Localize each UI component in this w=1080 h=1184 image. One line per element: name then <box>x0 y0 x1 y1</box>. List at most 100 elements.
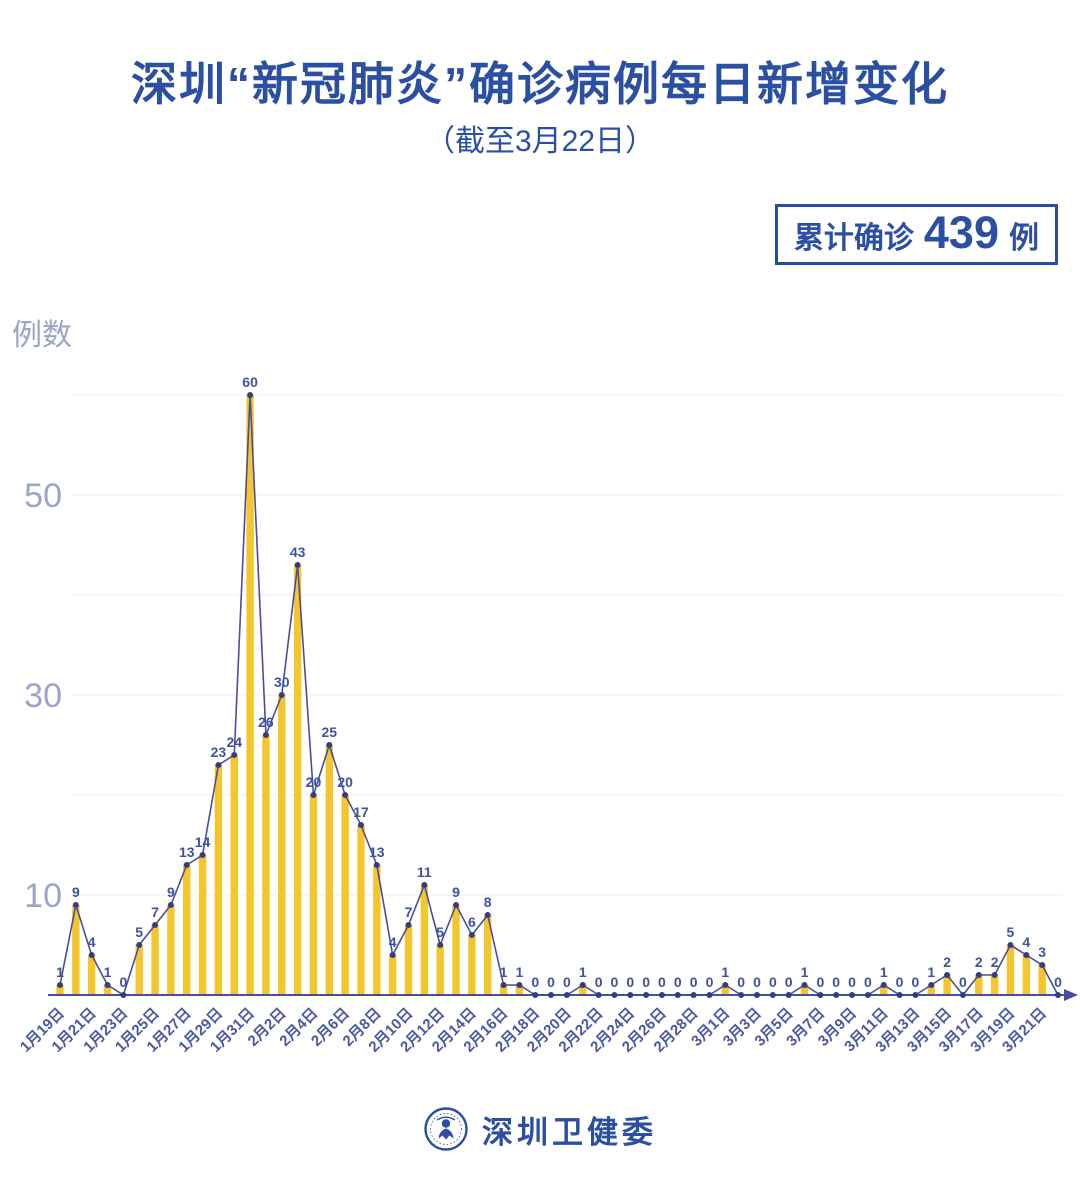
x-axis-arrow-icon <box>1064 989 1078 1001</box>
value-label: 20 <box>337 774 353 790</box>
data-point <box>468 932 475 938</box>
bar <box>990 975 999 995</box>
data-point <box>674 992 681 998</box>
value-label: 14 <box>195 834 211 850</box>
value-label: 25 <box>322 724 338 740</box>
value-label: 4 <box>1022 934 1030 950</box>
bar <box>721 985 730 995</box>
value-label: 8 <box>484 894 492 910</box>
data-point <box>484 912 491 918</box>
data-point <box>1007 942 1014 948</box>
bar <box>87 955 96 995</box>
value-label: 0 <box>753 974 761 990</box>
cumulative-total-badge: 累计确诊 439 例 <box>774 204 1058 265</box>
bar <box>135 945 143 995</box>
data-point <box>516 982 523 988</box>
value-label: 1 <box>927 964 935 980</box>
value-label: 0 <box>912 974 920 990</box>
data-point <box>991 972 998 978</box>
value-label: 17 <box>353 804 369 820</box>
data-point <box>928 982 935 988</box>
value-label: 0 <box>690 974 698 990</box>
bar <box>420 885 429 995</box>
value-label: 1 <box>56 964 64 980</box>
value-label: 4 <box>389 934 397 950</box>
value-label: 7 <box>151 904 159 920</box>
value-label: 0 <box>595 974 603 990</box>
data-point <box>690 992 697 998</box>
data-point <box>738 992 745 998</box>
data-point <box>294 562 301 568</box>
data-point <box>326 742 333 748</box>
bar <box>56 985 64 995</box>
y-tick-label: 50 <box>24 477 62 515</box>
data-point <box>136 942 143 948</box>
value-label: 2 <box>991 954 999 970</box>
bar <box>1022 955 1031 995</box>
data-point <box>754 992 761 998</box>
value-label: 5 <box>1007 924 1015 940</box>
bar <box>452 905 460 995</box>
bar <box>1006 945 1015 995</box>
data-point <box>563 992 570 998</box>
data-point <box>706 992 713 998</box>
data-point <box>500 982 507 988</box>
value-label: 1 <box>500 964 508 980</box>
bar <box>404 925 413 995</box>
value-label: 26 <box>258 714 274 730</box>
data-point <box>72 902 79 908</box>
bar <box>484 915 492 995</box>
value-label: 6 <box>468 914 476 930</box>
bar <box>388 955 397 995</box>
data-point <box>1054 992 1061 998</box>
data-point <box>1023 952 1030 958</box>
data-point <box>959 992 966 998</box>
value-label: 0 <box>706 974 714 990</box>
value-label: 13 <box>369 844 385 860</box>
bar <box>341 795 349 995</box>
badge-label: 累计确诊 <box>793 222 914 255</box>
value-label: 3 <box>1038 944 1046 960</box>
data-point <box>183 862 190 868</box>
value-label: 0 <box>832 974 840 990</box>
data-point <box>896 992 903 998</box>
data-point <box>627 992 634 998</box>
data-point <box>1039 962 1046 968</box>
value-label: 0 <box>611 974 619 990</box>
bar <box>103 985 112 995</box>
value-label: 0 <box>1054 974 1062 990</box>
data-point <box>548 992 555 998</box>
data-point <box>975 972 982 978</box>
value-label: 2 <box>975 954 983 970</box>
value-label: 7 <box>405 904 413 920</box>
data-point <box>278 692 285 698</box>
bar <box>927 985 935 995</box>
data-point <box>57 982 63 988</box>
data-point <box>262 732 269 738</box>
value-label: 1 <box>801 964 809 980</box>
data-point <box>88 952 95 958</box>
bar <box>183 865 191 995</box>
data-point <box>342 792 349 798</box>
value-label: 1 <box>721 964 729 980</box>
data-point <box>880 982 887 988</box>
data-point <box>437 942 444 948</box>
value-label: 0 <box>626 974 634 990</box>
bar <box>278 695 286 995</box>
y-axis-title: 例数 <box>12 319 72 352</box>
data-point <box>421 882 428 888</box>
data-point <box>167 902 174 908</box>
value-label: 24 <box>226 734 242 750</box>
bar <box>230 755 238 995</box>
value-label: 0 <box>769 974 777 990</box>
bar <box>1038 965 1046 995</box>
bar <box>800 985 809 995</box>
bar <box>72 905 80 995</box>
data-point <box>247 392 254 398</box>
value-label: 9 <box>452 884 460 900</box>
data-point <box>405 922 412 928</box>
value-label: 1 <box>880 964 888 980</box>
value-label: 11 <box>417 864 432 880</box>
